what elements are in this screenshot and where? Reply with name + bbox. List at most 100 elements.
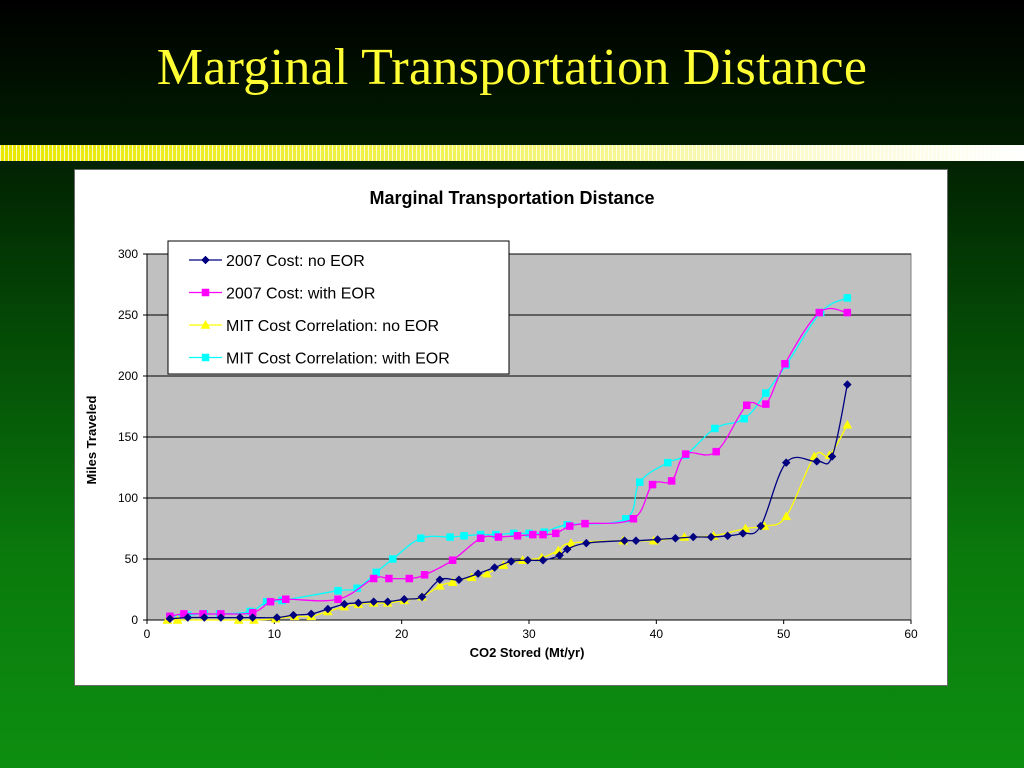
data-point [688, 532, 698, 542]
data-point [369, 574, 378, 583]
decorative-stripe [0, 145, 1024, 161]
legend: 2007 Cost: no EOR 2007 Cost: with EOR MIT … [167, 240, 510, 375]
data-point [742, 401, 751, 410]
line-chart: Marginal Transportation Distance 0 50 100 1… [84, 188, 918, 660]
data-point [738, 529, 748, 538]
data-point [566, 538, 576, 547]
data-point [723, 531, 732, 541]
x-tick-label: 20 [395, 627, 409, 641]
data-point [762, 400, 770, 408]
data-point [389, 555, 397, 563]
data-point [653, 535, 662, 544]
legend-label: 2007 Cost: no EOR [226, 253, 365, 270]
data-point [581, 538, 591, 548]
data-point [843, 294, 852, 302]
legend-marker [201, 353, 210, 362]
data-point [448, 556, 457, 564]
data-point [435, 575, 445, 585]
data-point [235, 613, 245, 622]
data-point [282, 595, 290, 604]
data-point [679, 532, 690, 541]
data-point [399, 594, 409, 604]
data-point [555, 550, 564, 560]
data-point [740, 414, 748, 423]
y-tick-label: 100 [118, 491, 138, 505]
x-tick-label: 40 [650, 627, 664, 641]
data-point [756, 521, 766, 531]
data-point [306, 609, 316, 619]
data-point [334, 595, 342, 604]
y-axis-label: Miles Traveled [84, 396, 99, 485]
data-point [781, 511, 792, 521]
data-point [712, 447, 720, 456]
data-point [538, 555, 548, 565]
data-point [620, 536, 629, 546]
data-point [664, 458, 672, 467]
data-point [482, 568, 492, 578]
series-1 [165, 380, 852, 624]
x-tick-label: 30 [522, 627, 536, 641]
data-point [711, 424, 719, 433]
legend-marker [201, 255, 210, 265]
data-point [513, 532, 522, 540]
data-point [323, 604, 333, 614]
data-point [266, 597, 275, 606]
data-point [636, 478, 644, 486]
data-point [506, 557, 516, 566]
data-point [551, 529, 560, 538]
data-point [334, 586, 342, 595]
data-point [417, 534, 425, 543]
data-point [667, 477, 676, 485]
data-point [490, 563, 499, 572]
data-point [369, 597, 379, 607]
data-point [447, 577, 458, 586]
legend-label: MIT Cost Correlation: with EOR [226, 351, 450, 368]
data-point [671, 533, 680, 543]
data-point [385, 574, 393, 583]
data-point [216, 613, 226, 622]
data-point [539, 530, 547, 539]
legend-label: 2007 Cost: with EOR [226, 286, 375, 303]
chart-panel: Marginal Transportation Distance 0 50 100 1… [74, 169, 948, 686]
x-tick-label: 50 [777, 627, 791, 641]
data-point [272, 613, 282, 622]
data-point [248, 613, 258, 622]
legend-label: MIT Cost Correlation: no EOR [226, 318, 439, 335]
y-tick-label: 200 [118, 369, 138, 383]
data-point [529, 530, 537, 539]
data-point [631, 536, 641, 546]
data-point [494, 533, 503, 541]
data-point [473, 569, 483, 578]
data-point [843, 308, 852, 317]
data-point [815, 308, 824, 317]
data-point [781, 458, 791, 467]
data-point [565, 522, 574, 530]
data-point [562, 544, 572, 554]
data-point [353, 584, 361, 593]
series-2 [166, 307, 852, 621]
x-tick-label: 60 [904, 627, 918, 641]
data-point [842, 419, 853, 429]
data-point [172, 614, 183, 624]
data-point [812, 457, 822, 466]
chart-title: Marginal Transportation Distance [369, 188, 654, 208]
data-point [165, 614, 175, 624]
legend-box [167, 240, 510, 375]
y-tick-label: 50 [125, 552, 139, 566]
data-point [454, 575, 464, 585]
data-point [460, 532, 468, 540]
data-point [446, 533, 454, 541]
data-point [842, 380, 852, 389]
y-tick-label: 0 [131, 613, 138, 627]
data-point [383, 597, 393, 607]
legend-marker [201, 288, 210, 297]
data-point [405, 574, 414, 583]
data-point [434, 580, 445, 590]
y-tick-label: 250 [118, 308, 138, 322]
y-tick-label: 150 [118, 430, 138, 444]
data-point [289, 610, 298, 620]
data-point [706, 532, 716, 542]
data-point [781, 360, 789, 368]
data-point [199, 613, 209, 622]
series-layer [162, 294, 853, 624]
